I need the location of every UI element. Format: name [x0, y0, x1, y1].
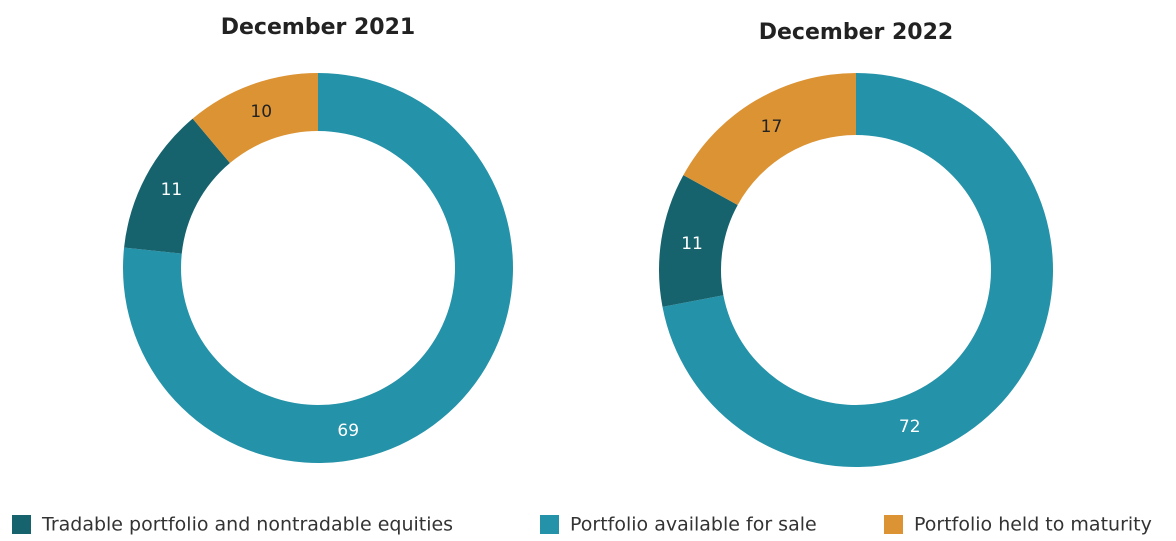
legend-label: Portfolio available for sale: [570, 514, 817, 536]
donut-segment: [683, 73, 856, 205]
chart-title: December 2022: [759, 20, 953, 45]
data-label: 17: [761, 117, 783, 137]
donut-segment: [124, 118, 230, 254]
data-label: 11: [161, 180, 183, 200]
legend-label: Tradable portfolio and nontradable equit…: [41, 514, 453, 536]
data-label: 10: [250, 102, 272, 122]
legend-label: Portfolio held to maturity: [914, 514, 1152, 536]
legend-swatch: [540, 515, 559, 534]
legend-swatch: [12, 515, 31, 534]
legend-swatch: [884, 515, 903, 534]
donut-segment: [659, 175, 738, 307]
data-label: 72: [899, 417, 921, 437]
donut-segment: [192, 73, 318, 164]
data-label: 11: [681, 234, 703, 254]
chart-title: December 2021: [221, 15, 415, 40]
donut-segment: [122, 73, 513, 463]
data-label: 69: [337, 421, 359, 441]
donut-segment: [662, 73, 1053, 467]
